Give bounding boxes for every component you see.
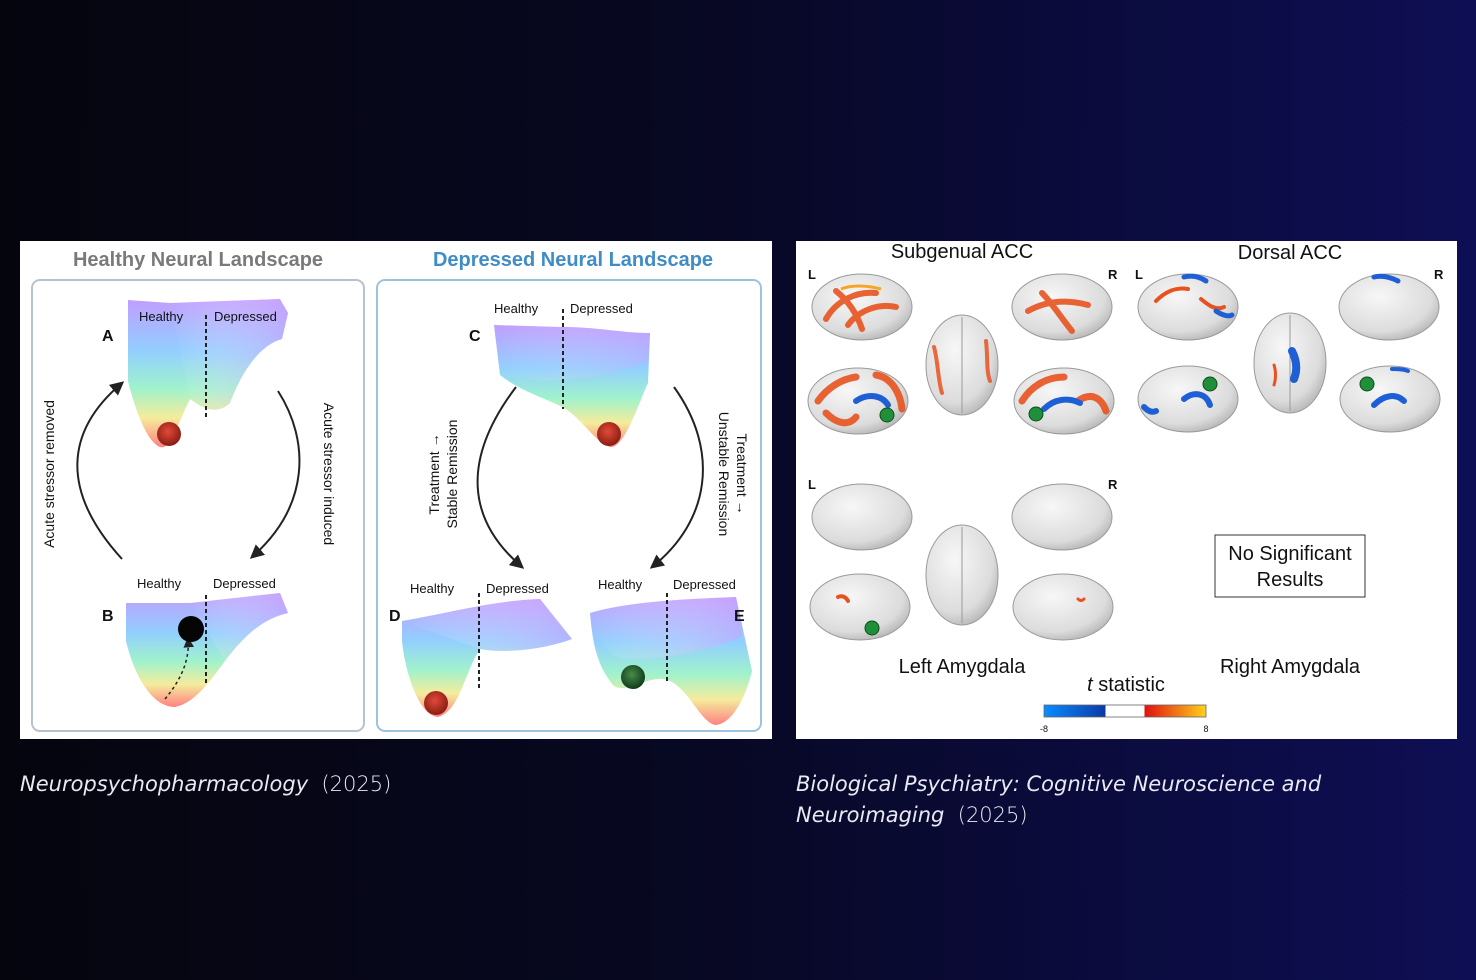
b-healthy-label: Healthy [137,576,182,591]
d-depressed-label: Depressed [486,581,549,596]
seed-sgacc-left [879,407,895,423]
e-healthy-label: Healthy [598,577,643,592]
ball-c [597,422,621,446]
depressed-landscape-title: Depressed Neural Landscape [433,249,713,271]
a-healthy-label: Healthy [139,309,184,324]
healthy-landscape-title: Healthy Neural Landscape [73,249,323,271]
stable-remission-label-1: Treatment → [426,433,442,514]
right-year: (2025) [957,803,1028,827]
seed-dacc-right [1359,376,1375,392]
colorbar-title: t statistic [1087,674,1165,696]
sgacc-right-hemi: R [1108,267,1118,282]
c-healthy-label: Healthy [494,301,539,316]
neural-landscape-figure: Healthy Neural Landscape Depressed Neura… [20,241,772,739]
acute-stressor-induced-label: Acute stressor induced [321,403,337,545]
left-figure-caption: Neuropsychopharmacology (2025) [20,769,760,800]
colorbar-min: -8 [1040,724,1048,734]
label-d: D [389,608,401,625]
left-journal-name: Neuropsychopharmacology [20,772,309,796]
healthy-panel-frame [31,279,365,732]
no-results-line-2: Results [1257,569,1324,591]
brain-connectivity-figure: Subgenual ACC Dorsal ACC L R L R L R [796,241,1457,739]
arrow-unstable-remission [649,386,704,569]
seed-dacc-left [1202,376,1218,392]
no-results-box [1214,534,1366,598]
c-depressed-label: Depressed [570,301,633,316]
stable-remission-label-2: Stable Remission [444,420,460,529]
subgenual-acc-title: Subgenual ACC [891,241,1033,263]
dorsal-acc-title: Dorsal ACC [1238,242,1342,264]
label-b: B [102,608,114,625]
arrow-stressor-induced [249,390,301,559]
label-a: A [102,328,114,345]
dacc-right-hemi: R [1434,267,1444,282]
sgacc-brain-group [807,273,1115,435]
right-figure-caption: Biological Psychiatry: Cognitive Neurosc… [796,769,1396,831]
seed-left-amygdala [864,620,880,636]
a-depressed-label: Depressed [214,309,277,324]
colorbar [1043,704,1207,718]
unstable-remission-label-2: Unstable Remission [716,412,732,537]
left-amygdala-title: Left Amygdala [899,656,1027,678]
ball-a [157,422,181,446]
landscape-d: D Healthy Depressed [389,581,572,717]
sgacc-left-hemi: L [808,267,816,282]
left-year: (2025) [321,772,392,796]
depressed-panel-frame [376,279,762,732]
d-healthy-label: Healthy [410,581,455,596]
arrow-stable-remission [476,386,525,569]
landscape-e: E Healthy Depressed [590,577,752,725]
amygdala-brain-group [809,483,1114,641]
unstable-remission-label-1: Treatment → [734,433,750,514]
right-journal-name: Biological Psychiatry: Cognitive Neurosc… [796,772,1322,827]
dacc-left-hemi: L [1135,267,1143,282]
ball-d [424,691,448,715]
label-c: C [469,328,481,345]
seed-sgacc-right [1028,406,1044,422]
e-depressed-label: Depressed [673,577,736,592]
ball-e [621,665,645,689]
acute-stressor-removed-label: Acute stressor removed [41,400,57,548]
landscape-c: C Healthy Depressed [469,301,650,448]
label-e: E [734,608,745,625]
b-depressed-label: Depressed [213,576,276,591]
landscape-b: B Healthy Depressed [102,576,288,707]
colorbar-max: 8 [1203,724,1208,734]
amyg-right-hemi: R [1108,477,1118,492]
ball-b [178,616,204,642]
dacc-brain-group [1137,273,1441,433]
arrow-stressor-removed [76,381,125,560]
no-results-line-1: No Significant [1228,543,1352,565]
amyg-left-hemi: L [808,477,816,492]
right-amygdala-title: Right Amygdala [1220,656,1361,678]
landscape-a: A Healthy Depressed [102,299,288,448]
